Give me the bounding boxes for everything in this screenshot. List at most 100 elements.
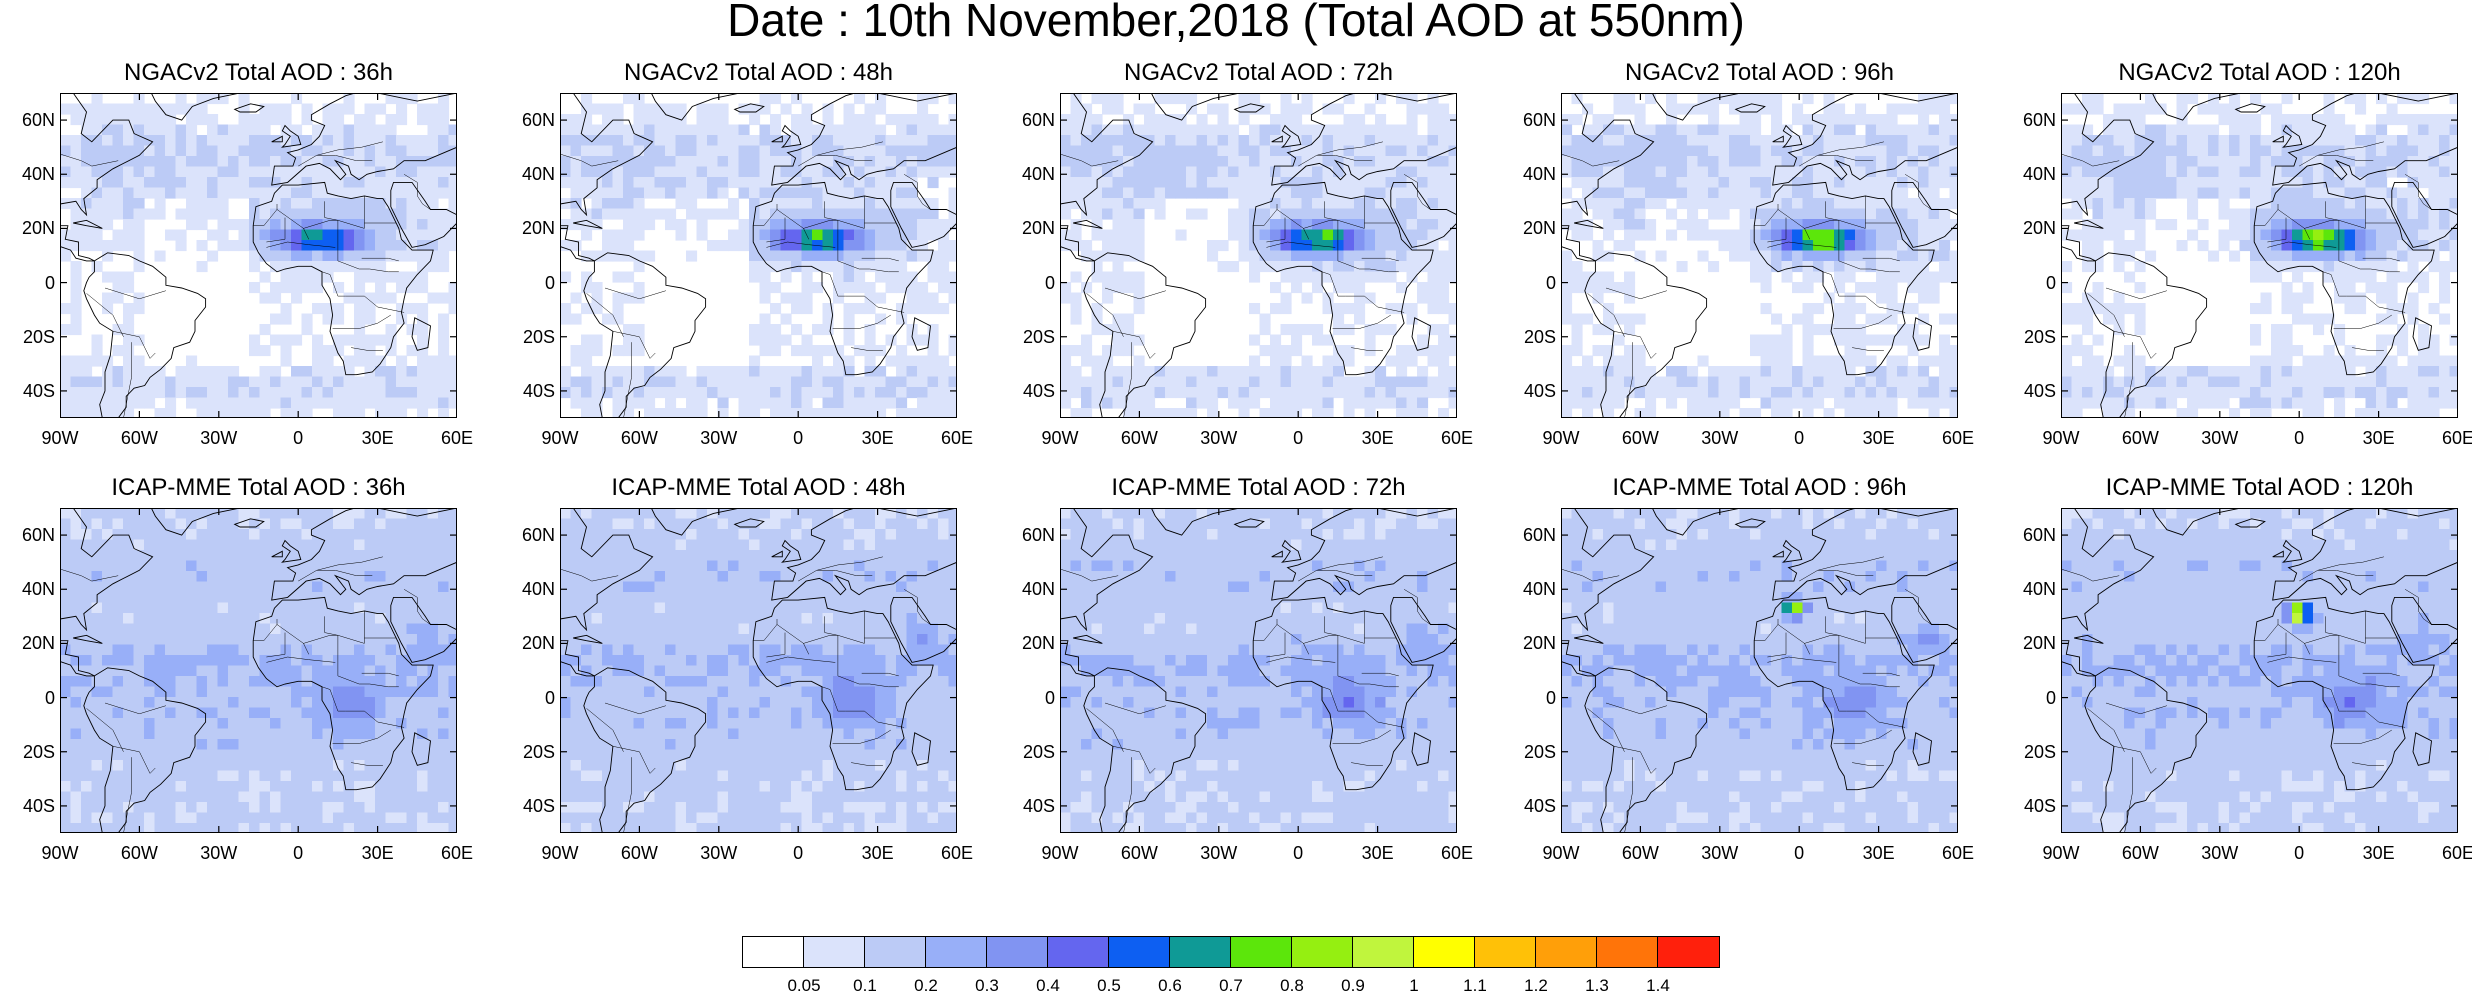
aod-cell — [1561, 282, 1572, 293]
aod-cell — [2418, 366, 2429, 377]
aod-cell — [2334, 408, 2345, 418]
aod-cell — [2114, 230, 2125, 241]
aod-cell — [417, 219, 428, 230]
aod-cell — [165, 114, 176, 125]
aod-cell — [802, 146, 813, 157]
aod-cell — [2387, 314, 2398, 325]
aod-cell — [2313, 167, 2324, 178]
aod-cell — [1281, 366, 1292, 377]
aod-cell — [239, 398, 250, 409]
aod-cell — [176, 230, 187, 241]
aod-cell — [1666, 366, 1677, 377]
aod-cell — [1197, 366, 1208, 377]
aod-cell — [134, 135, 145, 146]
aod-cell — [2250, 366, 2261, 377]
aod-cell — [2240, 398, 2251, 409]
aod-cell — [1155, 125, 1166, 136]
aod-cell — [2103, 219, 2114, 230]
aod-cell — [270, 240, 281, 251]
aod-cell — [613, 293, 624, 304]
aod-cell — [728, 209, 739, 220]
aod-cell — [186, 114, 197, 125]
aod-cell — [2408, 125, 2419, 136]
aod-cell — [260, 272, 271, 283]
aod-cell — [438, 356, 449, 367]
aod-cell — [1312, 230, 1323, 241]
aod-cell — [1855, 177, 1866, 188]
aod-cell — [123, 240, 134, 251]
aod-cell — [802, 398, 813, 409]
aod-cell — [291, 398, 302, 409]
aod-cell — [1186, 177, 1197, 188]
aod-cell — [634, 188, 645, 199]
aod-cell — [907, 135, 918, 146]
aod-cell — [1740, 156, 1751, 167]
aod-cell — [1333, 125, 1344, 136]
aod-cell — [155, 387, 166, 398]
aod-cell — [2303, 230, 2314, 241]
aod-cell — [2124, 146, 2135, 157]
aod-cell — [1677, 188, 1688, 199]
aod-cell — [1386, 146, 1397, 157]
aod-cell — [176, 93, 187, 104]
aod-cell — [375, 398, 386, 409]
aod-cell — [1656, 198, 1667, 209]
aod-cell — [917, 219, 928, 230]
aod-cell — [186, 135, 197, 146]
aod-cell — [2093, 366, 2104, 377]
aod-cell — [1365, 366, 1376, 377]
aod-cell — [1855, 303, 1866, 314]
aod-cell — [1750, 177, 1761, 188]
aod-cell — [2250, 335, 2261, 346]
aod-cell — [2366, 377, 2377, 388]
aod-cell — [2355, 293, 2366, 304]
x-tick-label: 90W — [541, 429, 578, 447]
aod-cell — [1302, 93, 1313, 104]
y-tick-label: 20S — [1524, 328, 1556, 346]
aod-cell — [1939, 135, 1950, 146]
aod-cell — [1092, 387, 1103, 398]
aod-cell — [2250, 135, 2261, 146]
x-tick-label: 90W — [41, 429, 78, 447]
aod-cell — [2072, 104, 2083, 115]
aod-cell — [1092, 209, 1103, 220]
aod-cell — [2282, 282, 2293, 293]
aod-cell — [1656, 167, 1667, 178]
aod-cell — [1740, 219, 1751, 230]
aod-cell — [1312, 366, 1323, 377]
aod-cell — [865, 293, 876, 304]
aod-cell — [1449, 314, 1458, 325]
aod-cell — [1876, 125, 1887, 136]
aod-cell — [1207, 408, 1218, 418]
aod-cell — [634, 398, 645, 409]
aod-cell — [2271, 104, 2282, 115]
aod-cell — [270, 282, 281, 293]
aod-cell — [1155, 114, 1166, 125]
aod-cell — [1750, 114, 1761, 125]
aod-cell — [1123, 377, 1134, 388]
aod-cell — [218, 135, 229, 146]
aod-cell — [1603, 219, 1614, 230]
aod-cell — [1624, 209, 1635, 220]
aod-cell — [2250, 114, 2261, 125]
aod-cell — [186, 634, 197, 645]
aod-cell — [1417, 387, 1428, 398]
aod-cell — [81, 508, 92, 519]
aod-cell — [375, 104, 386, 115]
aod-cell — [854, 177, 865, 188]
aod-cell — [2219, 177, 2230, 188]
aod-cell — [1344, 408, 1355, 418]
aod-cell — [1792, 230, 1803, 241]
aod-cell — [1396, 398, 1407, 409]
aod-cell — [249, 603, 260, 614]
aod-cell — [1834, 230, 1845, 241]
aod-cell — [2387, 408, 2398, 418]
aod-cell — [176, 125, 187, 136]
y-tick-label: 0 — [1546, 274, 1556, 292]
aod-cell — [123, 230, 134, 241]
aod-cell — [144, 209, 155, 220]
aod-cell — [1761, 188, 1772, 199]
aod-cell — [812, 408, 823, 418]
aod-cell — [613, 377, 624, 388]
